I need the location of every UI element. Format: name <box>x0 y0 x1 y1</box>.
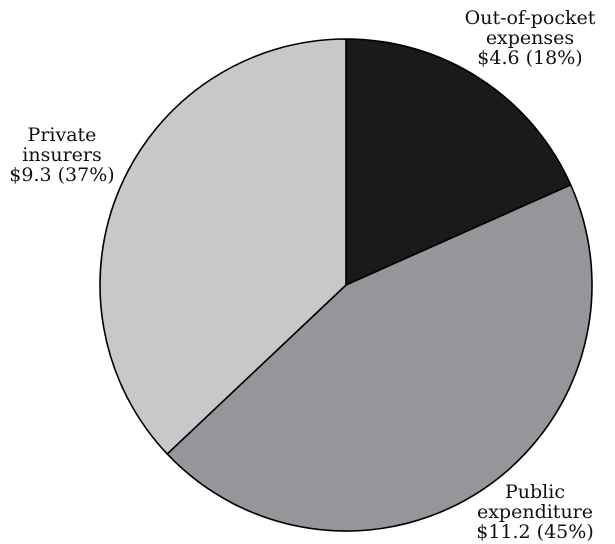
slice-label-private-line-2: insurers <box>22 144 102 166</box>
slice-label-out-of-pocket-line-1: Out-of-pocket <box>464 7 596 29</box>
slice-label-private-insurers: Private insurers $9.3 (37%) <box>2 125 122 185</box>
slice-label-public-expenditure: Public expenditure $11.2 (45%) <box>460 482 610 542</box>
slice-label-public-line-2: expenditure <box>476 501 594 523</box>
slice-label-out-of-pocket-value: $4.6 (18%) <box>477 47 583 69</box>
slice-label-out-of-pocket-line-2: expenses <box>485 27 575 49</box>
pie-slice-private <box>99 38 347 455</box>
slice-label-public-line-1: Public <box>505 481 565 503</box>
slice-label-private-line-1: Private <box>27 124 97 146</box>
slice-label-public-value: $11.2 (45%) <box>476 521 594 543</box>
slice-label-out-of-pocket: Out-of-pocket expenses $4.6 (18%) <box>450 8 610 68</box>
pie-slice-out-of-pocket <box>345 38 572 286</box>
pie-slice-public <box>166 184 593 532</box>
slice-label-private-value: $9.3 (37%) <box>9 164 115 186</box>
